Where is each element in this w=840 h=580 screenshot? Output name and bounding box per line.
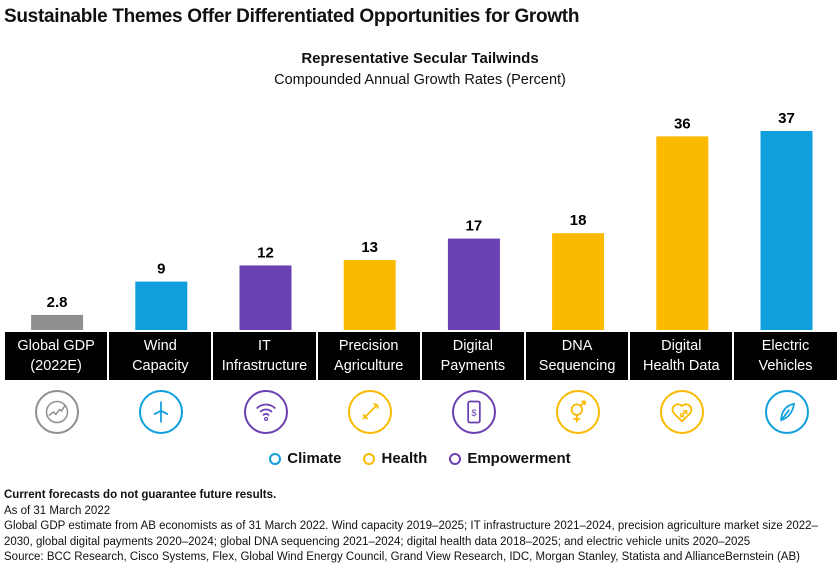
bar bbox=[760, 131, 813, 330]
data-label: 2.8 bbox=[47, 294, 68, 311]
category-label: Global GDP (2022E) bbox=[5, 332, 108, 380]
legend-label: Health bbox=[381, 450, 428, 467]
category-label-line: Agriculture bbox=[334, 358, 404, 374]
category-label-line: Digital bbox=[661, 338, 702, 354]
category-label-line: Vehicles bbox=[758, 358, 813, 374]
data-label: 17 bbox=[466, 218, 483, 235]
category-label: Wind Capacity bbox=[109, 332, 212, 380]
legend-marker-icon bbox=[449, 452, 462, 465]
source: Source: BCC Research, Cisco Systems, Fle… bbox=[4, 551, 800, 563]
bar bbox=[135, 281, 188, 330]
chart-title: Representative Secular Tailwinds bbox=[301, 50, 539, 67]
category-label: Digital Payments bbox=[421, 332, 524, 380]
category-label-line: Payments bbox=[440, 358, 506, 374]
bar bbox=[31, 314, 84, 330]
gender-icon bbox=[556, 390, 601, 434]
category-label: Precision Agriculture bbox=[317, 332, 420, 380]
category-label-line: IT bbox=[258, 338, 271, 354]
data-label: 12 bbox=[257, 244, 274, 261]
target-icon bbox=[347, 390, 392, 434]
data-label: 37 bbox=[778, 110, 795, 127]
heart-plus-icon bbox=[660, 390, 705, 434]
category-label-line: Electric bbox=[761, 338, 810, 354]
category-label: DNA Sequencing bbox=[526, 332, 629, 380]
bar bbox=[552, 233, 605, 330]
legend-marker-icon bbox=[363, 452, 376, 465]
data-label: 9 bbox=[157, 261, 165, 278]
legend-item-health: Health bbox=[363, 450, 427, 467]
globe-icon bbox=[35, 390, 80, 434]
category-label-line: Global GDP bbox=[17, 338, 95, 354]
category-label-line: Precision bbox=[338, 338, 399, 354]
category-label: Digital Health Data bbox=[630, 332, 733, 380]
category-label-line: Infrastructure bbox=[221, 358, 308, 374]
category-label: IT Infrastructure bbox=[213, 332, 316, 380]
svg-text:$: $ bbox=[471, 408, 477, 418]
footnotes: Current forecasts do not guarantee futur… bbox=[4, 488, 834, 566]
legend: Climate Health Empowerment bbox=[0, 450, 840, 467]
category-label: Electric Vehicles bbox=[734, 332, 837, 380]
legend-label: Empowerment bbox=[467, 450, 571, 467]
page-title: Sustainable Themes Offer Differentiated … bbox=[4, 6, 580, 27]
bar bbox=[656, 136, 709, 330]
category-label-line: Health Data bbox=[642, 358, 720, 374]
data-label: 13 bbox=[361, 239, 378, 256]
category-label-line: Digital bbox=[452, 338, 494, 354]
category-label-line: Sequencing bbox=[538, 358, 616, 374]
notes-detail: Global GDP estimate from AB economists a… bbox=[4, 520, 818, 548]
leaf-icon bbox=[764, 390, 809, 434]
bar-chart: 2.8 9 12 13 17 18 36 37 bbox=[31, 110, 813, 330]
legend-item-climate: Climate bbox=[269, 450, 341, 467]
wifi-icon bbox=[243, 390, 288, 434]
legend-label: Climate bbox=[287, 450, 342, 467]
bar bbox=[239, 265, 292, 330]
data-label: 36 bbox=[674, 115, 691, 132]
wind-turbine-icon bbox=[139, 390, 184, 434]
category-label-line: (2022E) bbox=[30, 358, 82, 374]
category-label-line: Wind bbox=[143, 338, 177, 354]
as-of-date: As of 31 March 2022 bbox=[4, 504, 111, 517]
category-label-line: Capacity bbox=[132, 358, 189, 374]
bar bbox=[343, 260, 396, 330]
disclaimer: Current forecasts do not guarantee futur… bbox=[4, 489, 277, 501]
mobile-payment-icon: $ bbox=[451, 390, 496, 434]
data-label: 18 bbox=[570, 212, 587, 229]
chart-subtitle: Compounded Annual Growth Rates (Percent) bbox=[274, 72, 566, 88]
category-label-line: DNA bbox=[561, 338, 593, 354]
legend-marker-icon bbox=[269, 452, 282, 465]
bar bbox=[447, 238, 500, 330]
legend-item-empowerment: Empowerment bbox=[449, 450, 571, 467]
